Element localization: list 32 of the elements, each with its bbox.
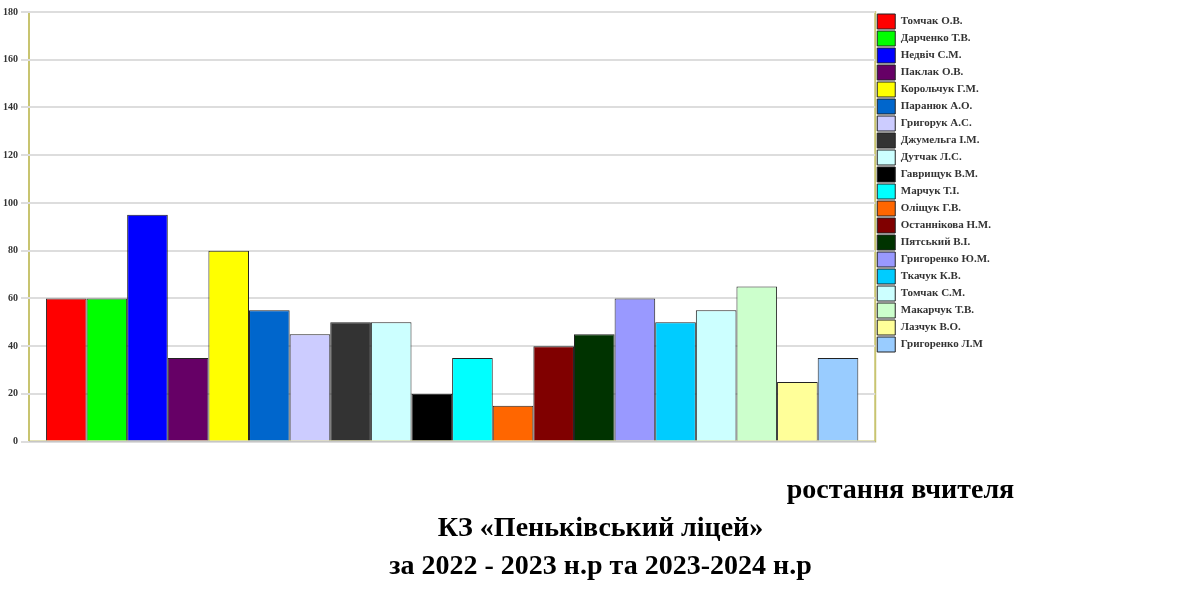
legend-label: Лазчук В.О. (900, 320, 962, 333)
y-tick-label: 100 (3, 196, 18, 208)
legend-label: Томчак С.М. (900, 286, 966, 299)
legend-label: Корольчук Г.М. (900, 82, 979, 95)
legend-label: Григоренко Л.М (900, 337, 984, 350)
legend-label: Дарченко Т.В. (900, 31, 971, 44)
y-tick-label: 20 (8, 387, 18, 399)
legend-label: Дутчак Л.С. (900, 150, 962, 163)
text: ростання вчителя (785, 472, 1016, 506)
y-tick-label: 60 (8, 291, 18, 303)
y-tick-label: 120 (3, 148, 18, 160)
legend-label: Паклак О.В. (900, 65, 964, 78)
y-tick-label: 80 (8, 244, 18, 256)
legend-label: Паранюк А.О. (900, 99, 973, 112)
y-tick-label: 0 (13, 435, 18, 447)
legend-label: Гаврищук В.М. (900, 167, 979, 180)
legend-label: Томчак О.В. (900, 14, 963, 27)
y-tick-label: 140 (3, 101, 18, 113)
legend-label: Григорук А.С. (900, 116, 972, 129)
legend-label: Григоренко Ю.М. (900, 252, 991, 265)
legend-label: Недвіч С.М. (900, 48, 962, 61)
legend-label: Пятський В.І. (900, 235, 971, 248)
legend-label: Джумельга І.М. (900, 133, 980, 146)
legend-label: Оліщук Г.В. (900, 201, 962, 214)
legend-label: Макарчук Т.В. (900, 303, 975, 316)
legend-label: Ткачук К.В. (900, 269, 961, 282)
text: КЗ «Пеньківський ліцей» за 2022 - 2023 н.р та 2023-2024 н.р (388, 510, 813, 582)
y-tick-label: 180 (3, 5, 18, 17)
legend-label: Марчук Т.І. (900, 184, 960, 197)
legend-label: Останнікова Н.М. (900, 218, 992, 231)
y-tick-label: 160 (3, 53, 18, 65)
y-tick-label: 40 (8, 339, 18, 351)
